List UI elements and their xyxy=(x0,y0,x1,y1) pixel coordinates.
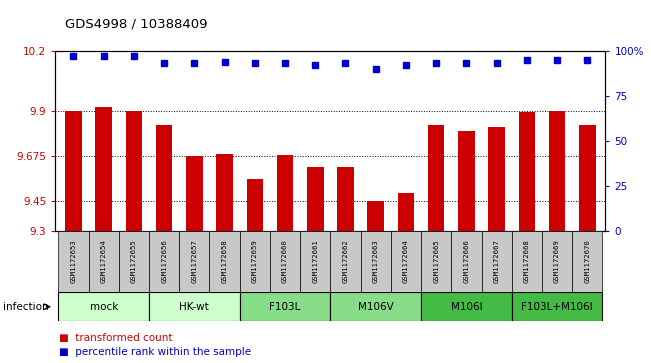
Text: GSM1172661: GSM1172661 xyxy=(312,240,318,283)
Text: GSM1172660: GSM1172660 xyxy=(282,240,288,283)
Bar xyxy=(240,231,270,292)
Text: HK-wt: HK-wt xyxy=(180,302,209,312)
Bar xyxy=(126,111,142,231)
Bar xyxy=(428,125,445,231)
Bar xyxy=(572,231,602,292)
Bar xyxy=(361,231,391,292)
Text: ■  percentile rank within the sample: ■ percentile rank within the sample xyxy=(59,347,251,357)
Bar xyxy=(451,231,482,292)
Bar xyxy=(398,193,414,231)
Bar xyxy=(247,179,263,231)
Bar xyxy=(307,167,324,231)
Text: GSM1172665: GSM1172665 xyxy=(433,240,439,283)
Bar xyxy=(277,155,294,231)
Text: GSM1172654: GSM1172654 xyxy=(101,240,107,283)
Text: M106I: M106I xyxy=(450,302,482,312)
Bar xyxy=(59,292,149,321)
Text: F103L+M106I: F103L+M106I xyxy=(521,302,593,312)
Text: GSM1172668: GSM1172668 xyxy=(524,240,530,283)
Text: mock: mock xyxy=(89,302,118,312)
Bar xyxy=(270,231,300,292)
Text: GSM1172656: GSM1172656 xyxy=(161,240,167,283)
Text: GSM1172669: GSM1172669 xyxy=(554,240,560,283)
Text: GSM1172653: GSM1172653 xyxy=(70,240,76,283)
Bar xyxy=(519,112,535,231)
Bar xyxy=(367,201,384,231)
Text: GSM1172666: GSM1172666 xyxy=(464,240,469,283)
Bar xyxy=(156,125,173,231)
Bar xyxy=(579,125,596,231)
Bar xyxy=(216,154,233,231)
Text: GSM1172667: GSM1172667 xyxy=(493,240,499,283)
Bar xyxy=(149,231,179,292)
Bar xyxy=(421,292,512,321)
Text: GSM1172664: GSM1172664 xyxy=(403,240,409,283)
Bar xyxy=(240,292,330,321)
Text: GSM1172662: GSM1172662 xyxy=(342,240,348,283)
Bar xyxy=(330,231,361,292)
Text: GSM1172658: GSM1172658 xyxy=(221,240,228,283)
Bar xyxy=(542,231,572,292)
Bar xyxy=(118,231,149,292)
Bar xyxy=(391,231,421,292)
Bar xyxy=(549,111,565,231)
Bar xyxy=(300,231,330,292)
Text: GSM1172670: GSM1172670 xyxy=(585,240,590,283)
Bar xyxy=(96,107,112,231)
Text: GDS4998 / 10388409: GDS4998 / 10388409 xyxy=(65,17,208,30)
Bar xyxy=(512,292,602,321)
Bar xyxy=(89,231,118,292)
Text: GSM1172657: GSM1172657 xyxy=(191,240,197,283)
Bar xyxy=(337,167,353,231)
Bar xyxy=(458,131,475,231)
Text: ■  transformed count: ■ transformed count xyxy=(59,333,172,343)
Text: GSM1172663: GSM1172663 xyxy=(373,240,379,283)
Bar xyxy=(149,292,240,321)
Text: M106V: M106V xyxy=(358,302,394,312)
Bar xyxy=(186,156,202,231)
Text: GSM1172655: GSM1172655 xyxy=(131,240,137,283)
Bar xyxy=(421,231,451,292)
Bar xyxy=(59,231,89,292)
Bar xyxy=(179,231,210,292)
Bar xyxy=(65,111,82,231)
Bar xyxy=(488,127,505,231)
Bar xyxy=(330,292,421,321)
Bar xyxy=(512,231,542,292)
Text: GSM1172659: GSM1172659 xyxy=(252,240,258,283)
Bar xyxy=(210,231,240,292)
Text: infection: infection xyxy=(3,302,49,312)
Bar xyxy=(482,231,512,292)
Text: F103L: F103L xyxy=(270,302,301,312)
